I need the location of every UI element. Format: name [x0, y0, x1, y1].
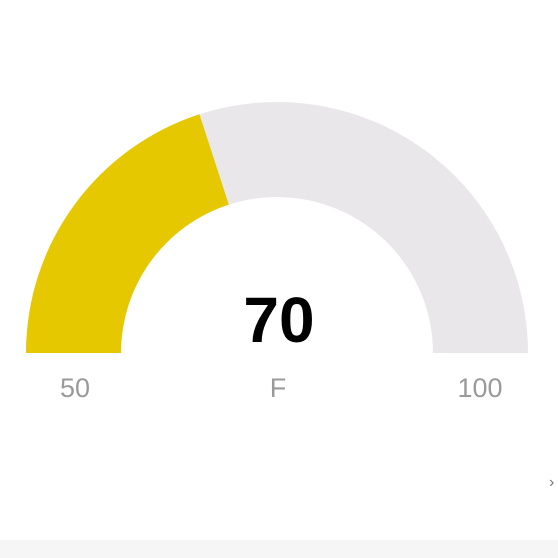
gauge-max-label: 100 [457, 373, 503, 403]
gauge-fill [26, 114, 229, 353]
gauge-min-label: 50 [59, 373, 91, 403]
gauge-value: 70 [243, 284, 315, 356]
bottom-strip [0, 540, 558, 558]
gauge-unit-label: F [269, 373, 287, 403]
edge-glyph: › [549, 474, 555, 491]
